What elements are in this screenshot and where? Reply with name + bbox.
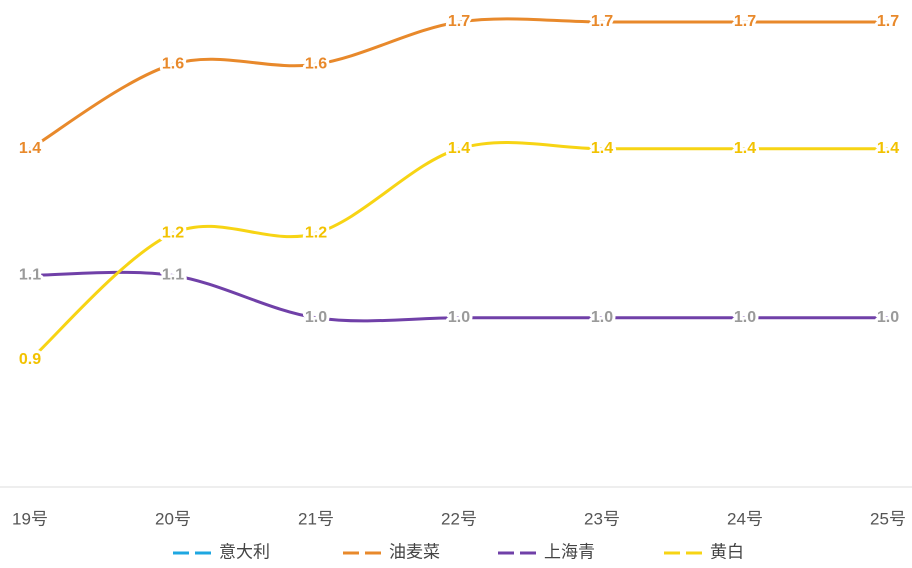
series-line xyxy=(29,270,888,323)
x-tick-label: 20号 xyxy=(155,509,191,528)
data-label: 1.0 xyxy=(591,309,613,326)
x-tick-label: 19号 xyxy=(12,509,48,528)
legend-item: 意大利 xyxy=(173,542,270,561)
x-tick-label: 23号 xyxy=(584,509,620,528)
data-label: 1.0 xyxy=(734,309,756,326)
legend-item: 油麦菜 xyxy=(343,542,440,561)
data-label: 1.1 xyxy=(19,267,41,284)
data-label: 1.6 xyxy=(305,55,327,72)
legend-item: 上海青 xyxy=(498,542,595,561)
data-label: 1.2 xyxy=(162,224,184,241)
x-tick-label: 22号 xyxy=(441,509,477,528)
data-label: 0.9 xyxy=(19,351,41,368)
data-label: 1.7 xyxy=(448,13,470,30)
data-label: 1.7 xyxy=(877,13,899,30)
series-line xyxy=(29,141,888,362)
legend-label: 意大利 xyxy=(219,542,270,561)
data-label: 1.0 xyxy=(305,309,327,326)
data-label: 1.2 xyxy=(305,224,327,241)
data-label: 1.6 xyxy=(162,55,184,72)
x-tick-label: 25号 xyxy=(870,509,906,528)
data-label: 1.4 xyxy=(877,140,899,157)
data-label: 1.1 xyxy=(162,267,184,284)
data-label: 1.7 xyxy=(591,13,613,30)
data-label: 1.4 xyxy=(734,140,756,157)
x-tick-label: 21号 xyxy=(298,509,334,528)
data-label: 1.0 xyxy=(877,309,899,326)
legend-label: 黄白 xyxy=(710,542,744,561)
data-label: 1.4 xyxy=(448,140,470,157)
legend-item: 黄白 xyxy=(664,542,744,561)
data-label: 1.7 xyxy=(734,13,756,30)
x-tick-label: 24号 xyxy=(727,509,763,528)
data-label: 1.0 xyxy=(448,309,470,326)
data-label: 1.4 xyxy=(591,140,613,157)
legend-label: 上海青 xyxy=(544,542,595,561)
series-line xyxy=(29,17,888,151)
data-label: 1.4 xyxy=(19,140,41,157)
legend-label: 油麦菜 xyxy=(389,542,440,561)
